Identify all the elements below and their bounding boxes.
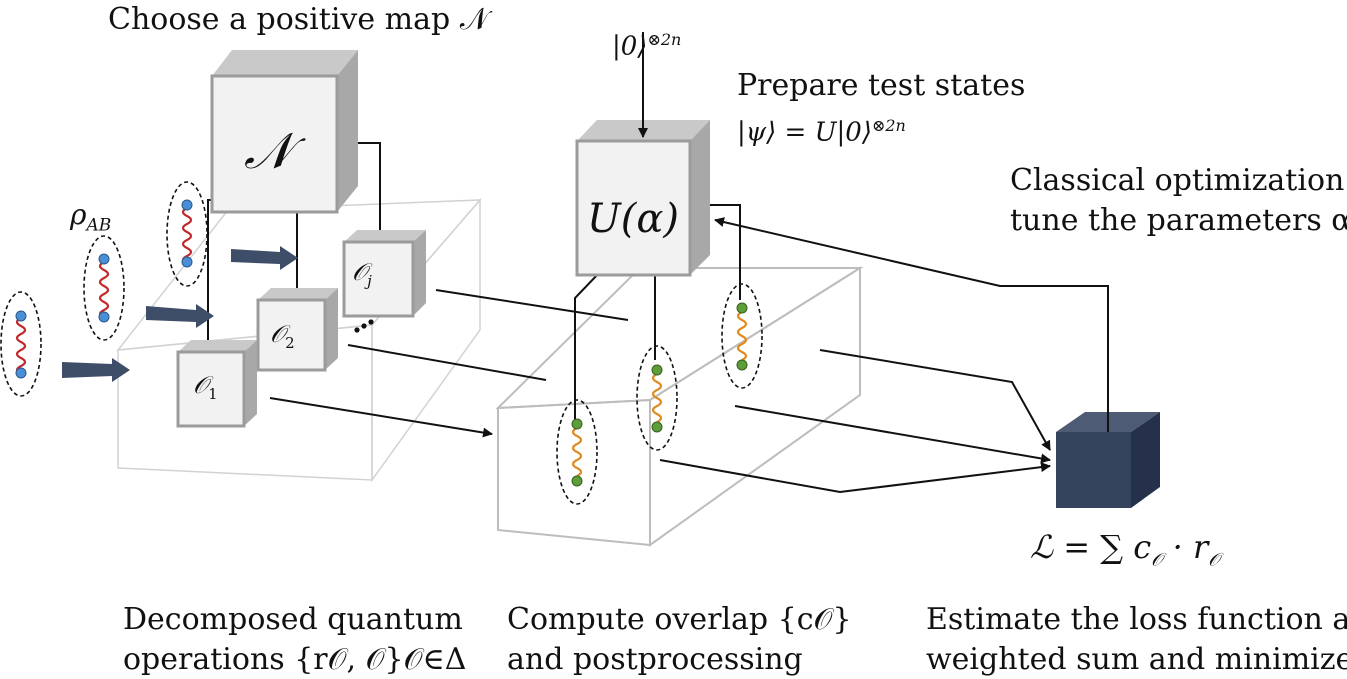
flow-arrows bbox=[269, 32, 1109, 494]
title-left: Choose a positive map 𝒩 bbox=[108, 2, 489, 37]
op-box-j bbox=[342, 230, 426, 318]
optim-line-2: tune the parameters α bbox=[1010, 203, 1347, 238]
middle-wireframe-box bbox=[495, 266, 864, 547]
bottom-mid-line-1: Compute overlap {c𝒪} bbox=[507, 602, 852, 637]
bottom-right-line-2: weighted sum and minimize it bbox=[926, 642, 1347, 677]
prepare-title: Prepare test states bbox=[737, 68, 1026, 103]
input-pair-1 bbox=[0, 291, 42, 397]
bottom-right-line-1: Estimate the loss function as a bbox=[926, 602, 1347, 637]
input-state-label: |0⟩⊗2n bbox=[612, 30, 682, 62]
input-pair-2 bbox=[83, 235, 125, 341]
bottom-left-line-2: operations {r𝒪, 𝒪}𝒪∈Δ bbox=[123, 642, 467, 677]
unitary-wires bbox=[574, 204, 741, 420]
test-pair-2 bbox=[636, 345, 678, 451]
unitary-box bbox=[575, 120, 710, 277]
prepare-equation: |ψ⟩ = U|0⟩⊗2n bbox=[737, 116, 906, 148]
loss-equation: ℒ = ∑ c𝒪 · r𝒪 bbox=[1030, 528, 1220, 571]
op-box-1 bbox=[176, 340, 257, 428]
map-box: 𝒩 bbox=[210, 50, 358, 214]
fat-arrows bbox=[62, 246, 298, 382]
test-pair-3 bbox=[721, 283, 763, 389]
rho-label: ρAB bbox=[70, 198, 112, 236]
input-pair-3 bbox=[166, 181, 208, 287]
optim-line-1: Classical optimization to bbox=[1010, 163, 1347, 198]
bottom-mid-line-2: and postprocessing bbox=[507, 642, 803, 677]
test-pair-1 bbox=[556, 399, 598, 505]
op-box-2 bbox=[256, 288, 338, 372]
unitary-label: U(α) bbox=[587, 196, 679, 242]
ellipsis-dots bbox=[354, 319, 374, 333]
bottom-left-line-1: Decomposed quantum bbox=[123, 602, 463, 637]
